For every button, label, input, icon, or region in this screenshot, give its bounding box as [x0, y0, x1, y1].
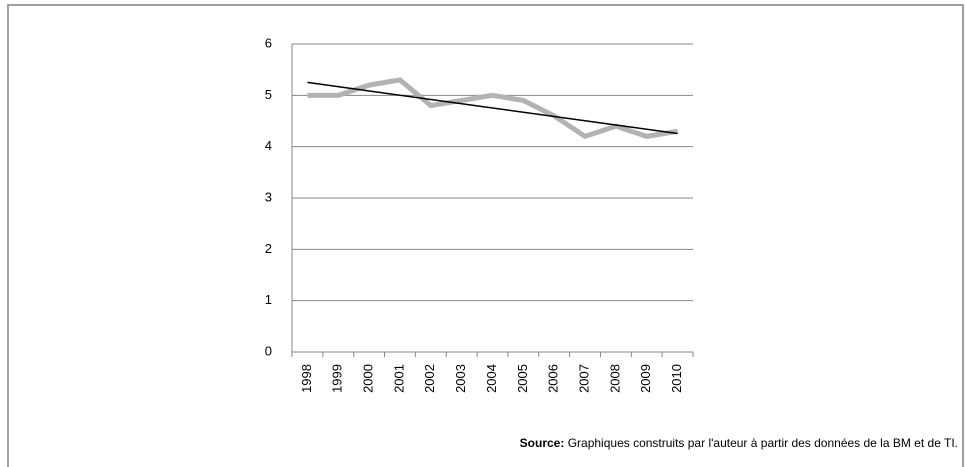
trend-line [307, 81, 678, 135]
source: Source: Graphiques construits par l'aute… [520, 436, 958, 450]
x-tick-label: 2010 [669, 364, 684, 393]
x-tick-label: 1998 [299, 364, 314, 393]
x-tick-label: 2001 [391, 364, 406, 393]
x-tick-label: 2002 [422, 364, 437, 393]
x-tick-label: 2008 [607, 364, 622, 393]
y-tick-label: 4 [265, 138, 272, 153]
y-tick-label: 6 [265, 35, 272, 50]
y-tick-label: 0 [265, 343, 272, 358]
x-tick-label: 2000 [361, 364, 376, 393]
x-tick-label: 2009 [638, 364, 653, 393]
x-tick-label: 2007 [576, 364, 591, 393]
x-tick-label: 2004 [484, 364, 499, 393]
y-tick-label: 2 [265, 241, 272, 256]
data-line [307, 77, 678, 140]
x-tick-label: 2006 [546, 364, 561, 393]
y-tick-label: 1 [265, 292, 272, 307]
x-tick-label: 2005 [515, 364, 530, 393]
source-label: Source: [520, 436, 565, 450]
y-tick-label: 3 [265, 189, 272, 204]
y-tick-label: 5 [265, 87, 272, 102]
source-text: Graphiques construits par l'auteur à par… [568, 436, 958, 450]
frame [7, 4, 964, 467]
x-tick-label: 2003 [453, 364, 468, 393]
x-tick-label: 1999 [330, 364, 345, 393]
